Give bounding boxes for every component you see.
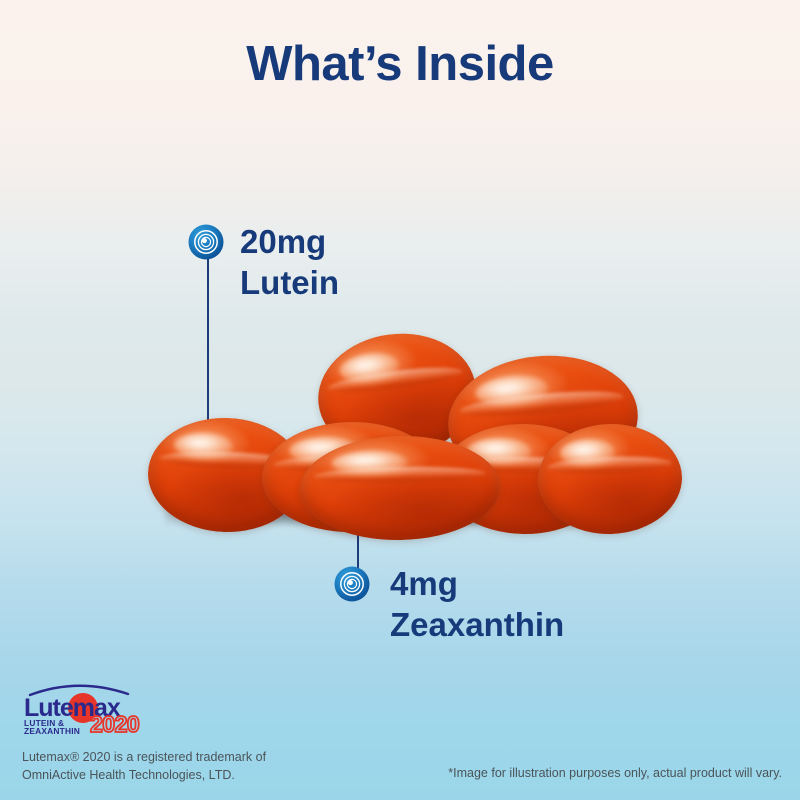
logo-tagline-line1: LUTEIN & [24,718,64,728]
softgel-capsule-pile [0,0,800,560]
callout-leader-line-lutein [207,258,209,458]
lutemax-logo: Lutemax LUTEIN & ZEAXANTHIN 2020 [20,682,160,738]
logo-wordmark: Lutemax [24,694,121,722]
logo-tagline-line2: ZEAXANTHIN [24,726,80,734]
page-title: What’s Inside [246,37,554,91]
eye-target-icon [334,566,370,602]
footer-trademark-notice: Lutemax® 2020 is a registered trademark … [22,750,267,783]
logo-year: 2020 [90,711,139,734]
callout-label-zeaxanthin: 4mg Zeaxanthin [390,565,565,643]
logo-accent-dot [68,693,98,723]
logo-arc [28,684,130,697]
callout-label-lutein: 20mg Lutein [240,223,339,301]
footer-disclaimer: *Image for illustration purposes only, a… [448,766,782,780]
eye-target-icon [188,224,224,260]
